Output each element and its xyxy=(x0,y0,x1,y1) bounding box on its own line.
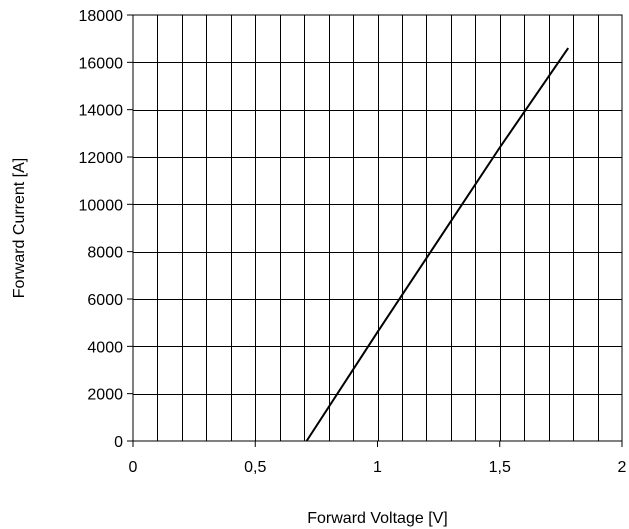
y-tick-label: 8000 xyxy=(87,245,123,262)
x-tick-label: 1,5 xyxy=(489,459,511,476)
y-tick-label: 6000 xyxy=(87,292,123,309)
y-tick-label: 14000 xyxy=(79,103,124,120)
y-tick-label: 4000 xyxy=(87,339,123,356)
y-tick-label: 10000 xyxy=(79,197,124,214)
x-tick-label: 1 xyxy=(373,459,382,476)
y-tick-label: 18000 xyxy=(79,8,124,25)
x-tick-label: 2 xyxy=(618,459,627,476)
y-tick-label: 12000 xyxy=(79,150,124,167)
x-axis-title: Forward Voltage [V] xyxy=(307,510,448,527)
y-tick-label: 0 xyxy=(114,434,123,451)
series-group xyxy=(305,47,570,442)
grid xyxy=(133,15,622,441)
y-axis-title: Forward Current [A] xyxy=(11,158,28,298)
x-tick-label: 0,5 xyxy=(244,459,266,476)
y-tick-label: 2000 xyxy=(87,387,123,404)
series-line xyxy=(305,47,570,442)
x-axis: 0 0,5 1 1,5 2 xyxy=(129,441,627,476)
x-tick-label: 0 xyxy=(129,459,138,476)
y-axis: 0 2000 4000 6000 8000 10000 12000 14000 16000 180… xyxy=(79,8,133,451)
y-tick-label: 16000 xyxy=(79,55,124,72)
